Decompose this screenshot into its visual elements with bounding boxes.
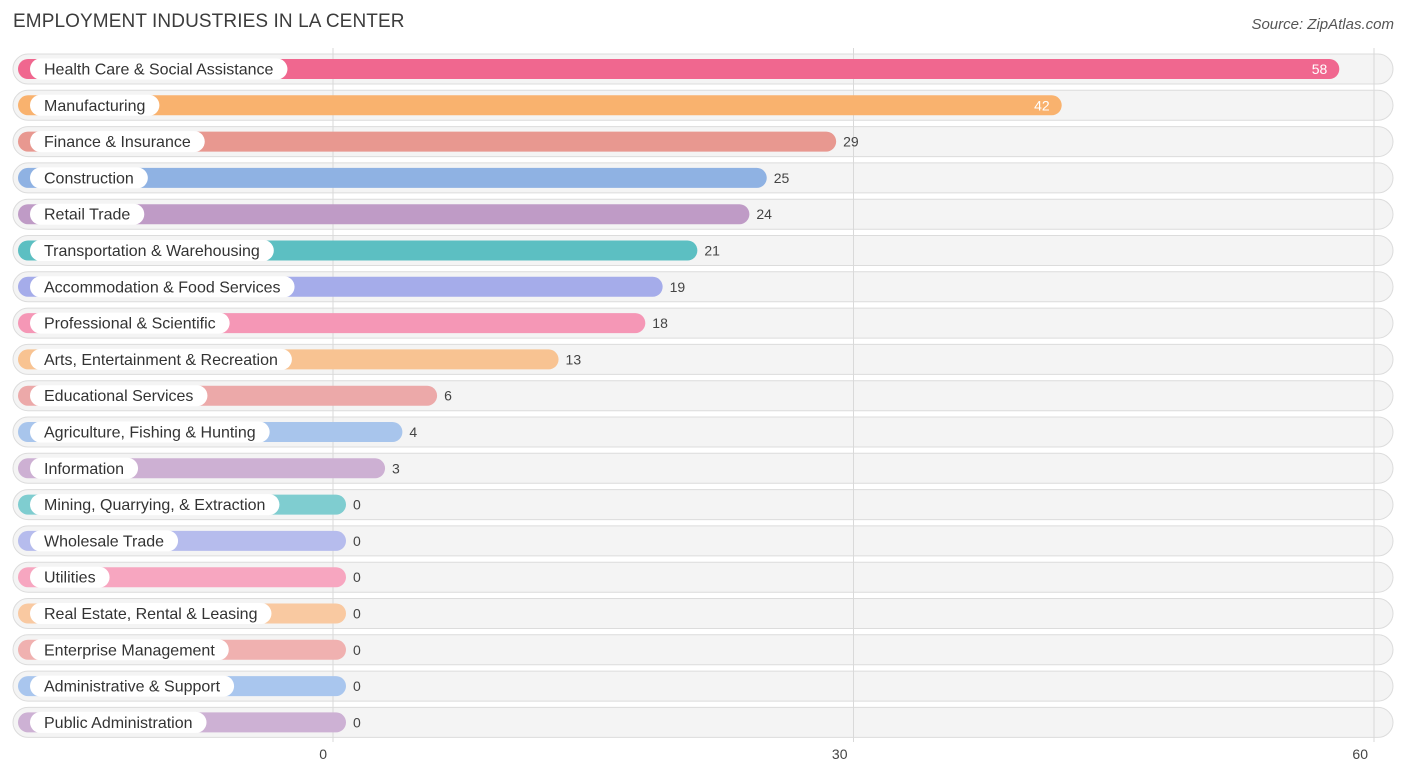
x-tick-label-0: 0 — [319, 746, 327, 762]
category-label-arts-entertainment-recreation: Arts, Entertainment & Recreation — [44, 352, 278, 369]
row-track-utilities — [12, 561, 1394, 593]
category-label-health-care-social-assistance: Health Care & Social Assistance — [44, 62, 274, 79]
category-label-mining-quarrying-extraction: Mining, Quarrying, & Extraction — [44, 497, 265, 514]
value-label-agriculture-fishing-hunting: 4 — [409, 424, 417, 440]
row-track-wholesale-trade — [12, 525, 1394, 557]
value-label-public-administration: 0 — [353, 714, 361, 730]
value-label-health-care-social-assistance: 58 — [1312, 61, 1328, 77]
bar-construction — [18, 167, 767, 188]
value-label-finance-insurance: 29 — [843, 134, 859, 150]
chart-title: EMPLOYMENT INDUSTRIES IN LA CENTER — [13, 11, 405, 32]
category-label-pill-construction — [30, 167, 148, 189]
value-label-accommodation-food-services: 19 — [670, 279, 686, 295]
category-label-retail-trade: Retail Trade — [44, 207, 130, 224]
category-label-pill-public-administration — [30, 711, 207, 733]
category-label-pill-educational-services — [30, 385, 208, 407]
value-label-professional-scientific: 18 — [652, 315, 668, 331]
category-label-utilities: Utilities — [44, 570, 96, 587]
category-label-pill-agriculture-fishing-hunting — [30, 421, 270, 443]
value-label-retail-trade: 24 — [756, 206, 772, 222]
category-label-accommodation-food-services: Accommodation & Food Services — [44, 279, 281, 296]
value-label-educational-services: 6 — [444, 388, 452, 404]
category-label-pill-transportation-warehousing — [30, 240, 274, 261]
category-label-pill-accommodation-food-services — [30, 276, 295, 298]
bar-finance-insurance — [18, 131, 837, 152]
value-label-utilities: 0 — [353, 569, 361, 585]
category-label-pill-retail-trade — [30, 203, 145, 225]
source-label: Source: ZipAtlas.com — [1251, 16, 1394, 33]
value-label-real-estate-rental-leasing: 0 — [353, 606, 361, 622]
bars: Health Care & Social Assistance 58 Manufac… — [18, 58, 1340, 733]
category-label-pill-professional-scientific — [30, 312, 230, 334]
row-track-real-estate-rental-leasing — [12, 598, 1394, 629]
category-label-pill-administrative-support — [30, 675, 235, 697]
category-label-pill-utilities — [30, 566, 110, 588]
category-label-agriculture-fishing-hunting: Agriculture, Fishing & Hunting — [44, 425, 256, 442]
value-label-transportation-warehousing: 21 — [704, 243, 720, 259]
category-label-pill-wholesale-trade — [30, 530, 179, 552]
value-label-manufacturing: 42 — [1034, 97, 1050, 113]
category-label-pill-arts-entertainment-recreation — [30, 348, 292, 370]
category-label-pill-manufacturing — [30, 94, 160, 116]
value-label-mining-quarrying-extraction: 0 — [353, 497, 361, 513]
row-track-enterprise-management — [12, 634, 1394, 666]
value-label-wholesale-trade: 0 — [353, 533, 361, 549]
category-label-public-administration: Public Administration — [44, 715, 193, 732]
category-label-pill-information — [30, 457, 139, 479]
category-label-pill-enterprise-management — [30, 639, 229, 661]
bar-retail-trade — [18, 204, 750, 225]
category-label-administrative-support: Administrative & Support — [44, 679, 221, 696]
value-label-enterprise-management: 0 — [353, 642, 361, 658]
value-label-construction: 25 — [774, 170, 790, 186]
category-label-educational-services: Educational Services — [44, 388, 193, 405]
category-label-professional-scientific: Professional & Scientific — [44, 316, 216, 333]
category-label-enterprise-management: Enterprise Management — [44, 642, 215, 659]
row-track-mining-quarrying-extraction — [12, 489, 1394, 521]
category-label-real-estate-rental-leasing: Real Estate, Rental & Leasing — [44, 606, 257, 623]
category-label-pill-mining-quarrying-extraction — [30, 494, 280, 516]
category-label-information: Information — [44, 461, 124, 478]
value-label-administrative-support: 0 — [353, 678, 361, 694]
row-track-administrative-support — [12, 670, 1394, 702]
value-label-information: 3 — [392, 460, 400, 476]
category-label-transportation-warehousing: Transportation & Warehousing — [44, 243, 260, 260]
x-tick-label-30: 30 — [832, 746, 848, 762]
category-label-pill-finance-insurance — [30, 131, 205, 153]
value-label-arts-entertainment-recreation: 13 — [566, 351, 582, 367]
category-label-pill-real-estate-rental-leasing — [30, 603, 272, 624]
category-label-finance-insurance: Finance & Insurance — [44, 134, 191, 151]
row-track-public-administration — [12, 706, 1394, 738]
bar-manufacturing — [18, 95, 1062, 116]
category-label-manufacturing: Manufacturing — [44, 98, 145, 115]
category-label-construction: Construction — [44, 170, 134, 187]
bar-health-care-social-assistance — [18, 59, 1340, 79]
x-axis-ticks: 0 30 60 — [319, 746, 1368, 762]
category-label-wholesale-trade: Wholesale Trade — [44, 533, 164, 550]
category-label-pill-health-care-social-assistance — [30, 58, 288, 80]
x-tick-label-60: 60 — [1352, 746, 1368, 762]
